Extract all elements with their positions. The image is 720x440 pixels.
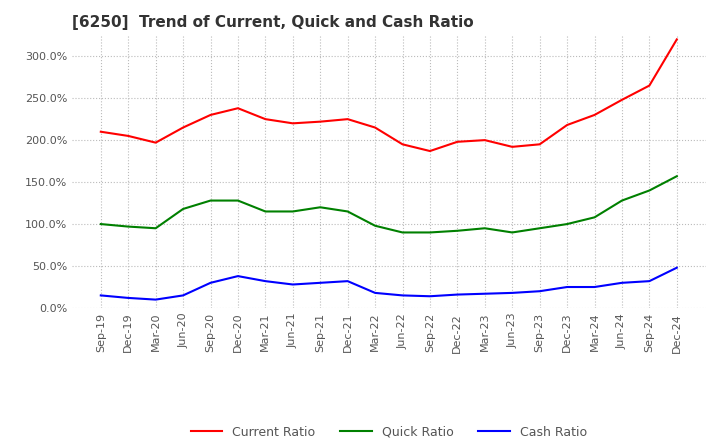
Quick Ratio	[233, 198, 242, 203]
Line: Current Ratio: Current Ratio	[101, 40, 677, 151]
Text: [6250]  Trend of Current, Quick and Cash Ratio: [6250] Trend of Current, Quick and Cash …	[72, 15, 474, 30]
Current Ratio	[316, 119, 325, 124]
Cash Ratio	[151, 297, 160, 302]
Cash Ratio	[645, 279, 654, 284]
Current Ratio	[426, 148, 434, 154]
Cash Ratio	[179, 293, 187, 298]
Quick Ratio	[398, 230, 407, 235]
Current Ratio	[480, 137, 489, 143]
Quick Ratio	[536, 226, 544, 231]
Cash Ratio	[261, 279, 270, 284]
Current Ratio	[96, 129, 105, 134]
Quick Ratio	[151, 226, 160, 231]
Cash Ratio	[453, 292, 462, 297]
Current Ratio	[261, 117, 270, 122]
Cash Ratio	[343, 279, 352, 284]
Quick Ratio	[96, 221, 105, 227]
Cash Ratio	[233, 274, 242, 279]
Line: Quick Ratio: Quick Ratio	[101, 176, 677, 232]
Current Ratio	[618, 97, 626, 103]
Quick Ratio	[261, 209, 270, 214]
Current Ratio	[233, 106, 242, 111]
Cash Ratio	[206, 280, 215, 286]
Cash Ratio	[289, 282, 297, 287]
Current Ratio	[590, 112, 599, 117]
Cash Ratio	[590, 284, 599, 290]
Current Ratio	[645, 83, 654, 88]
Quick Ratio	[371, 223, 379, 228]
Current Ratio	[289, 121, 297, 126]
Quick Ratio	[480, 226, 489, 231]
Quick Ratio	[590, 215, 599, 220]
Cash Ratio	[96, 293, 105, 298]
Cash Ratio	[316, 280, 325, 286]
Quick Ratio	[672, 173, 681, 179]
Quick Ratio	[508, 230, 516, 235]
Cash Ratio	[426, 293, 434, 299]
Quick Ratio	[645, 188, 654, 193]
Quick Ratio	[289, 209, 297, 214]
Cash Ratio	[398, 293, 407, 298]
Current Ratio	[343, 117, 352, 122]
Cash Ratio	[371, 290, 379, 296]
Current Ratio	[371, 125, 379, 130]
Current Ratio	[672, 37, 681, 42]
Current Ratio	[124, 133, 132, 139]
Current Ratio	[151, 140, 160, 145]
Current Ratio	[206, 112, 215, 117]
Current Ratio	[563, 122, 572, 128]
Current Ratio	[453, 139, 462, 144]
Legend: Current Ratio, Quick Ratio, Cash Ratio: Current Ratio, Quick Ratio, Cash Ratio	[186, 421, 592, 440]
Current Ratio	[508, 144, 516, 150]
Cash Ratio	[563, 284, 572, 290]
Cash Ratio	[508, 290, 516, 296]
Cash Ratio	[672, 265, 681, 270]
Quick Ratio	[618, 198, 626, 203]
Quick Ratio	[206, 198, 215, 203]
Cash Ratio	[536, 289, 544, 294]
Quick Ratio	[124, 224, 132, 229]
Quick Ratio	[179, 206, 187, 212]
Quick Ratio	[453, 228, 462, 233]
Cash Ratio	[124, 295, 132, 301]
Cash Ratio	[480, 291, 489, 297]
Quick Ratio	[426, 230, 434, 235]
Current Ratio	[536, 142, 544, 147]
Cash Ratio	[618, 280, 626, 286]
Quick Ratio	[343, 209, 352, 214]
Current Ratio	[179, 125, 187, 130]
Quick Ratio	[563, 221, 572, 227]
Line: Cash Ratio: Cash Ratio	[101, 268, 677, 300]
Current Ratio	[398, 142, 407, 147]
Quick Ratio	[316, 205, 325, 210]
